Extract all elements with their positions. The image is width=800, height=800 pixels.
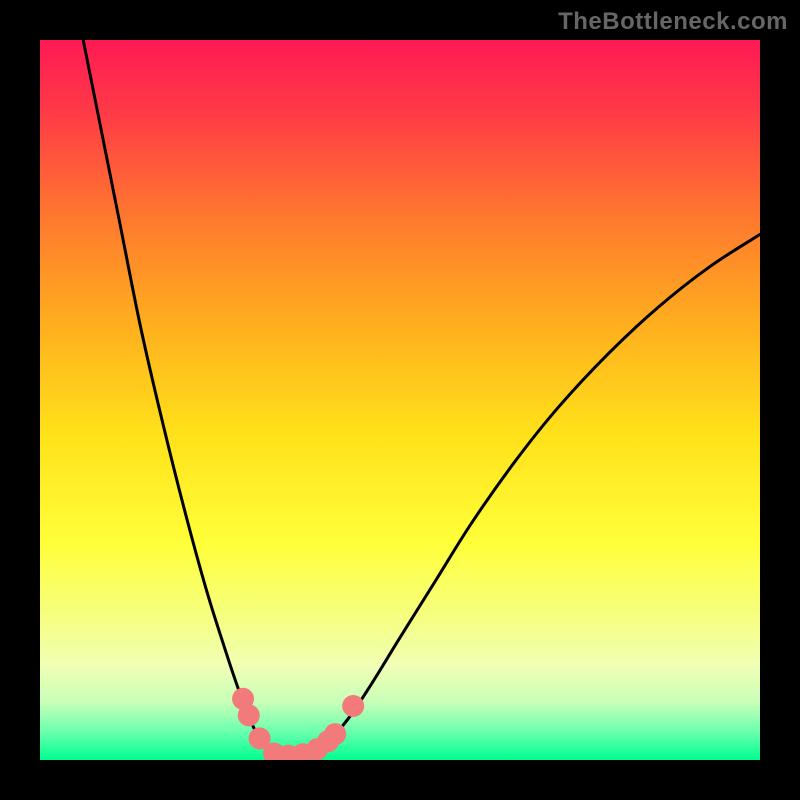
chart-container: TheBottleneck.com — [0, 0, 800, 800]
watermark-text: TheBottleneck.com — [558, 8, 788, 36]
plot-area — [40, 40, 760, 760]
data-marker — [238, 704, 260, 726]
gradient-background — [40, 40, 760, 760]
data-marker — [342, 695, 364, 717]
data-marker — [324, 723, 346, 745]
chart-svg — [40, 40, 760, 760]
